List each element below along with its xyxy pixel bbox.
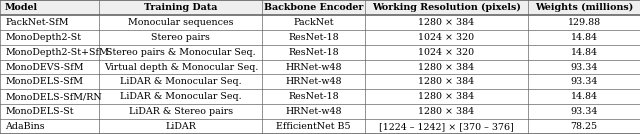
Text: 78.25: 78.25	[570, 122, 598, 131]
Text: ResNet-18: ResNet-18	[288, 33, 339, 42]
Text: [1224 – 1242] × [370 – 376]: [1224 – 1242] × [370 – 376]	[379, 122, 514, 131]
Text: Virtual depth & Monocular Seq.: Virtual depth & Monocular Seq.	[104, 62, 258, 72]
Text: MonoDEVS-SfM: MonoDEVS-SfM	[5, 62, 84, 72]
Text: EfficientNet B5: EfficientNet B5	[276, 122, 351, 131]
Text: HRNet-w48: HRNet-w48	[285, 107, 342, 116]
Text: ResNet-18: ResNet-18	[288, 92, 339, 101]
Text: LiDAR: LiDAR	[165, 122, 196, 131]
Text: 1280 × 384: 1280 × 384	[419, 77, 474, 86]
Text: MonoDepth2-St: MonoDepth2-St	[5, 33, 81, 42]
Text: 93.34: 93.34	[570, 77, 598, 86]
Text: Working Resolution (pixels): Working Resolution (pixels)	[372, 3, 521, 12]
Text: Model: Model	[5, 3, 38, 12]
Text: Weights (millions): Weights (millions)	[535, 3, 633, 12]
Text: LiDAR & Monocular Seq.: LiDAR & Monocular Seq.	[120, 77, 242, 86]
Text: 14.84: 14.84	[570, 33, 598, 42]
Text: MonoDepth2-St+SfM: MonoDepth2-St+SfM	[5, 48, 109, 57]
Text: MonoDELS-SfM: MonoDELS-SfM	[5, 77, 83, 86]
Text: 93.34: 93.34	[570, 107, 598, 116]
Text: 93.34: 93.34	[570, 62, 598, 72]
Text: 1024 × 320: 1024 × 320	[419, 48, 474, 57]
Text: PackNet: PackNet	[293, 18, 334, 27]
Text: AdaBins: AdaBins	[5, 122, 45, 131]
Text: 129.88: 129.88	[568, 18, 600, 27]
Text: HRNet-w48: HRNet-w48	[285, 77, 342, 86]
Text: Stereo pairs & Monocular Seq.: Stereo pairs & Monocular Seq.	[106, 48, 255, 57]
Text: MonoDELS-St: MonoDELS-St	[5, 107, 74, 116]
Text: MonoDELS-SfM/RN: MonoDELS-SfM/RN	[5, 92, 102, 101]
Text: Monocular sequences: Monocular sequences	[128, 18, 234, 27]
Text: LiDAR & Stereo pairs: LiDAR & Stereo pairs	[129, 107, 233, 116]
Text: LiDAR & Monocular Seq.: LiDAR & Monocular Seq.	[120, 92, 242, 101]
Text: Training Data: Training Data	[144, 3, 218, 12]
Text: 1280 × 384: 1280 × 384	[419, 62, 474, 72]
Text: 1280 × 384: 1280 × 384	[419, 107, 474, 116]
Bar	[0, 0, 640, 15]
Text: Backbone Encoder: Backbone Encoder	[264, 3, 364, 12]
Text: 1024 × 320: 1024 × 320	[419, 33, 474, 42]
Text: 1280 × 384: 1280 × 384	[419, 92, 474, 101]
Text: Stereo pairs: Stereo pairs	[152, 33, 210, 42]
Text: 14.84: 14.84	[570, 92, 598, 101]
Text: 1280 × 384: 1280 × 384	[419, 18, 474, 27]
Text: ResNet-18: ResNet-18	[288, 48, 339, 57]
Text: 14.84: 14.84	[570, 48, 598, 57]
Text: PackNet-SfM: PackNet-SfM	[5, 18, 68, 27]
Text: HRNet-w48: HRNet-w48	[285, 62, 342, 72]
